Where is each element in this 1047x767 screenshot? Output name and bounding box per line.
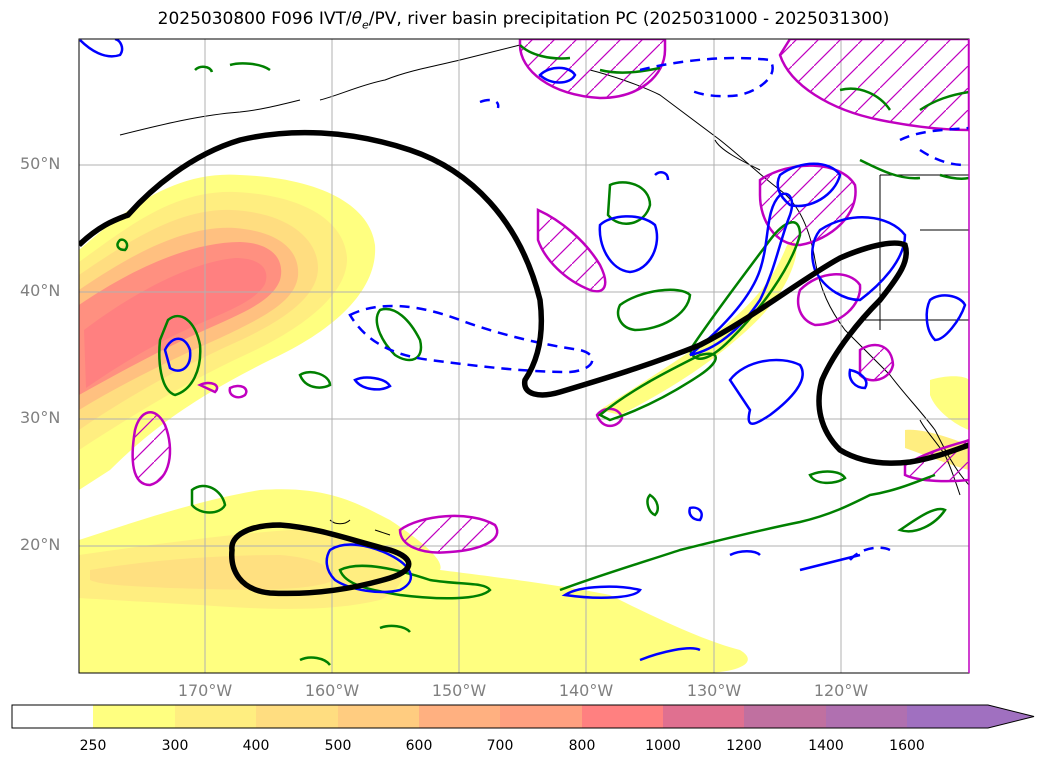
lon-label-150w: 150°W bbox=[431, 681, 487, 700]
lat-label-20n: 20°N bbox=[20, 535, 61, 554]
colorbar-tick-600: 600 bbox=[405, 738, 433, 754]
colorbar-tick-400: 400 bbox=[242, 738, 270, 754]
colorbar bbox=[11, 704, 1035, 729]
coastlines bbox=[119, 44, 969, 536]
lon-label-140w: 140°W bbox=[558, 681, 614, 700]
colorbar-bin-1 bbox=[93, 705, 175, 728]
colorbar-bin-4 bbox=[338, 705, 419, 728]
colorbar-tick-1600: 1600 bbox=[889, 738, 925, 754]
colorbar-tick-700: 700 bbox=[486, 738, 514, 754]
jet-contour bbox=[79, 129, 969, 597]
lon-label-170w: 170°W bbox=[177, 681, 233, 700]
colorbar-bin-10 bbox=[826, 705, 907, 728]
colorbar-tick-800: 800 bbox=[568, 738, 596, 754]
lon-label-160w: 160°W bbox=[304, 681, 360, 700]
colorbar-bin-6 bbox=[500, 705, 582, 728]
lat-label-50n: 50°N bbox=[20, 154, 61, 173]
colorbar-bin-0 bbox=[12, 705, 93, 728]
map-title: 2025030800 F096 IVT/θe/PV, river basin p… bbox=[157, 9, 890, 32]
colorbar-extend-arrow bbox=[907, 705, 1034, 728]
lon-label-120w: 120°W bbox=[813, 681, 869, 700]
colorbar-bin-7 bbox=[582, 705, 663, 728]
colorbar-bin-9 bbox=[744, 705, 826, 728]
colorbar-bin-3 bbox=[256, 705, 338, 728]
colorbar-bin-2 bbox=[175, 705, 256, 728]
colorbar-outline bbox=[11, 704, 1035, 729]
lon-label-130w: 130°W bbox=[686, 681, 742, 700]
colorbar-bin-5 bbox=[419, 705, 500, 728]
colorbar-tick-1000: 1000 bbox=[645, 738, 681, 754]
theta-e-contours bbox=[116, 44, 969, 666]
colorbar-tick-1200: 1200 bbox=[726, 738, 762, 754]
colorbar-tick-500: 500 bbox=[324, 738, 352, 754]
colorbar-bin-8 bbox=[663, 705, 744, 728]
colorbar-tick-300: 300 bbox=[161, 738, 189, 754]
lat-label-30n: 30°N bbox=[20, 408, 61, 427]
precip-pc-contours bbox=[131, 39, 969, 554]
colorbar-tick-250: 250 bbox=[79, 738, 107, 754]
lat-label-40n: 40°N bbox=[20, 281, 61, 300]
colorbar-tick-1400: 1400 bbox=[808, 738, 844, 754]
pv-dashed-contours bbox=[348, 56, 969, 561]
